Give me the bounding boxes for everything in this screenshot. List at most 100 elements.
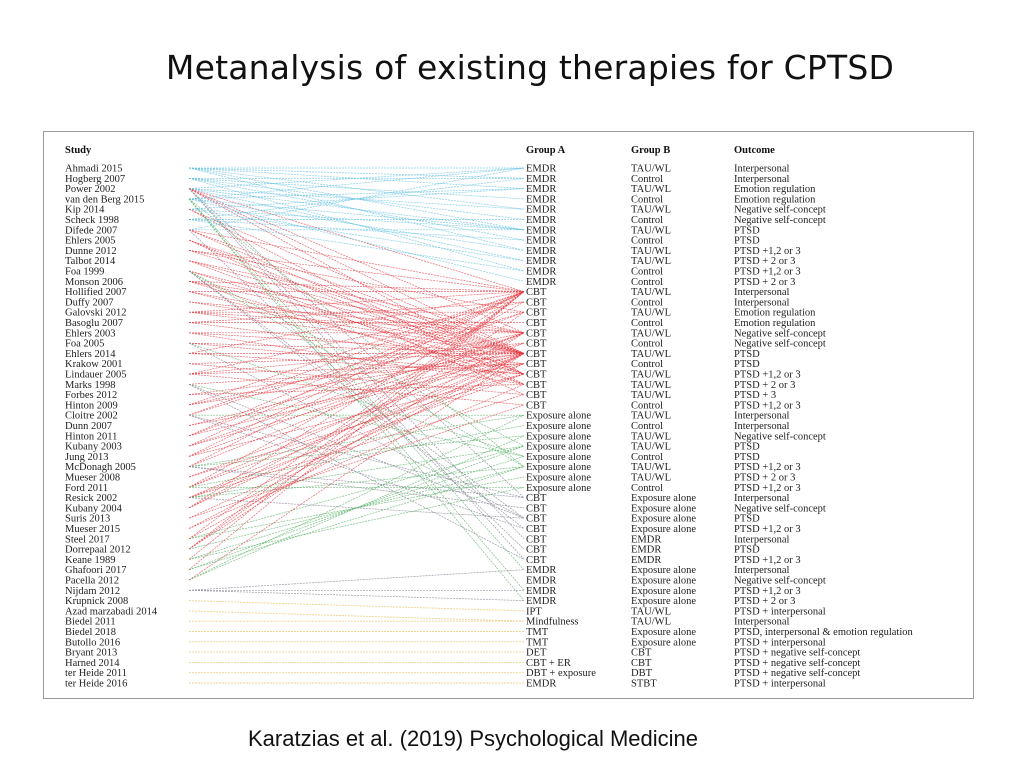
outcome-cell: PTSD bbox=[734, 545, 760, 556]
link-cbt bbox=[188, 291, 525, 509]
study-label: Ford 2011 bbox=[65, 483, 108, 494]
link-cbt bbox=[188, 311, 525, 416]
study-comparison-diagram: Study Group A Group B Outcome Ahmadi 201… bbox=[65, 145, 914, 690]
citation-caption: Karatzias et al. (2019) Psychological Me… bbox=[248, 726, 699, 751]
link-cbt bbox=[188, 373, 525, 498]
study-label: Biedel 2011 bbox=[65, 617, 116, 628]
outcome-cell: PTSD bbox=[734, 514, 760, 525]
study-label: Harned 2014 bbox=[65, 658, 120, 669]
link-cbt bbox=[188, 291, 525, 406]
link-cbt bbox=[188, 280, 525, 334]
group-b-cell: Control bbox=[631, 297, 663, 308]
link-cbt_vs bbox=[188, 569, 525, 591]
link-cbt bbox=[188, 270, 525, 354]
group-b-cell: Exposure alone bbox=[631, 586, 696, 597]
group-b-cell: TAU/WL bbox=[631, 205, 671, 216]
outcome-cell: Interpersonal bbox=[734, 411, 789, 422]
group-b-cell: TAU/WL bbox=[631, 164, 671, 175]
link-cbt bbox=[188, 311, 525, 354]
link-cbt bbox=[188, 291, 525, 570]
study-label: McDonagh 2005 bbox=[65, 462, 136, 473]
link-cbt bbox=[188, 291, 525, 437]
outcome-cell: PTSD bbox=[734, 349, 760, 360]
group-a-cell: Mindfulness bbox=[526, 617, 579, 628]
group-a-cell: EMDR bbox=[526, 225, 556, 236]
outcome-cell: PTSD + negative self-concept bbox=[734, 658, 860, 669]
study-label: Foa 1999 bbox=[65, 267, 104, 278]
link-cbt bbox=[188, 250, 525, 292]
group-a-cell: Exposure alone bbox=[526, 431, 591, 442]
study-label: Hogberg 2007 bbox=[65, 174, 125, 185]
link-exposure bbox=[188, 445, 525, 498]
link-cbt bbox=[188, 260, 525, 354]
group-a-cell: EMDR bbox=[526, 164, 556, 175]
outcome-cell: Interpersonal bbox=[734, 565, 789, 576]
study-label: Jung 2013 bbox=[65, 452, 108, 463]
link-emdr bbox=[188, 167, 525, 179]
group-b-cell: Control bbox=[631, 174, 663, 185]
group-a-cell: IPT bbox=[526, 606, 542, 617]
group-b-cell: TAU/WL bbox=[631, 256, 671, 267]
group-b-cell: TAU/WL bbox=[631, 431, 671, 442]
group-a-cell: DBT + exposure bbox=[526, 668, 596, 679]
group-b-cell: TAU/WL bbox=[631, 184, 671, 195]
group-b-cell: TAU/WL bbox=[631, 349, 671, 360]
study-label: Biedel 2018 bbox=[65, 627, 116, 638]
group-b-cell: Exposure alone bbox=[631, 637, 696, 648]
link-emdr bbox=[188, 167, 525, 231]
link-cbt_vs bbox=[188, 414, 525, 529]
header-study: Study bbox=[65, 145, 92, 156]
study-label: ter Heide 2011 bbox=[65, 668, 127, 679]
group-b-cell: TAU/WL bbox=[631, 462, 671, 473]
link-cbt bbox=[188, 363, 525, 375]
link-cbt bbox=[188, 353, 525, 498]
study-label: Difede 2007 bbox=[65, 225, 117, 236]
study-label: Duffy 2007 bbox=[65, 297, 114, 308]
group-b-cell: Control bbox=[631, 267, 663, 278]
header-group-b: Group B bbox=[631, 145, 670, 156]
group-b-cell: CBT bbox=[631, 648, 652, 659]
link-emdr bbox=[188, 167, 525, 189]
group-b-cell: Exposure alone bbox=[631, 524, 696, 535]
outcome-cell: Emotion regulation bbox=[734, 184, 816, 195]
outcome-cell: Emotion regulation bbox=[734, 318, 816, 329]
group-a-cell: EMDR bbox=[526, 205, 556, 216]
link-emdr bbox=[188, 208, 525, 262]
link-exposure bbox=[188, 414, 525, 581]
study-label: Azad marzabadi 2014 bbox=[65, 606, 158, 617]
group-b-cell: Control bbox=[631, 236, 663, 247]
study-label: Ahmadi 2015 bbox=[65, 164, 122, 175]
group-b-cell: TAU/WL bbox=[631, 617, 671, 628]
group-a-cell: EMDR bbox=[526, 586, 556, 597]
link-cbt bbox=[188, 188, 525, 334]
link-cbt bbox=[188, 291, 525, 416]
outcome-cell: PTSD bbox=[734, 452, 760, 463]
group-a-cell: EMDR bbox=[526, 215, 556, 226]
group-b-cell: EMDR bbox=[631, 545, 661, 556]
group-a-cell: EMDR bbox=[526, 256, 556, 267]
link-emdr bbox=[188, 177, 525, 200]
outcome-cell: PTSD + 2 or 3 bbox=[734, 596, 795, 607]
group-b-cell: Control bbox=[631, 483, 663, 494]
outcome-cell: Negative self-concept bbox=[734, 205, 826, 216]
group-b-cell: Control bbox=[631, 452, 663, 463]
study-label: Butollo 2016 bbox=[65, 637, 120, 648]
link-emdr bbox=[188, 198, 525, 282]
group-b-cell: Control bbox=[631, 359, 663, 370]
link-cbt bbox=[188, 291, 525, 457]
network-figure: Study Group A Group B Outcome Ahmadi 201… bbox=[43, 131, 974, 699]
outcome-cell: PTSD +1,2 or 3 bbox=[734, 524, 801, 535]
link-cbt bbox=[188, 301, 525, 323]
group-b-cell: DBT bbox=[631, 668, 653, 679]
link-cbt bbox=[188, 229, 525, 354]
group-a-cell: CBT bbox=[526, 524, 547, 535]
link-cbt bbox=[188, 229, 525, 292]
link-cbt bbox=[188, 332, 525, 447]
study-label: Mueser 2015 bbox=[65, 524, 120, 535]
group-b-cell: Control bbox=[631, 421, 663, 432]
header-outcome: Outcome bbox=[734, 145, 775, 156]
link-emdr bbox=[188, 198, 525, 251]
study-label: Monson 2006 bbox=[65, 277, 123, 288]
group-b-cell: EMDR bbox=[631, 534, 661, 545]
study-label: Power 2002 bbox=[65, 184, 115, 195]
